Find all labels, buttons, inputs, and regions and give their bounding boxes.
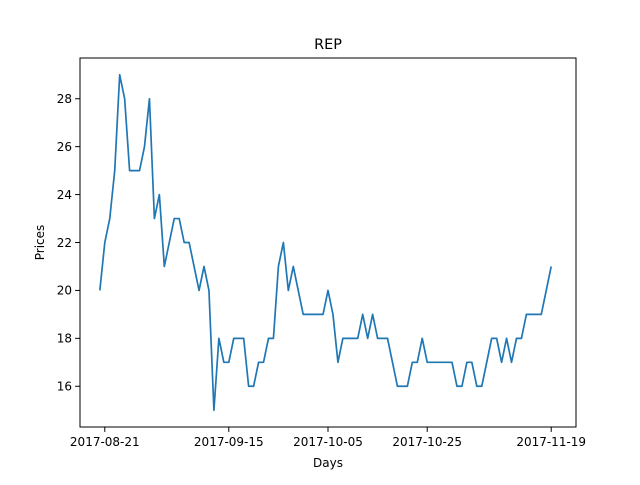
y-tick-label: 20 bbox=[57, 284, 72, 298]
chart-title: REP bbox=[314, 37, 342, 53]
x-axis-label: Days bbox=[313, 456, 343, 470]
x-tick-label: 2017-08-21 bbox=[70, 435, 140, 449]
y-axis-label: Prices bbox=[33, 225, 47, 261]
x-tick-label: 2017-11-19 bbox=[516, 435, 586, 449]
y-tick-label: 28 bbox=[57, 92, 72, 106]
y-tick-label: 24 bbox=[57, 188, 72, 202]
series-layer bbox=[98, 73, 553, 412]
series-line-0 bbox=[98, 73, 553, 412]
y-tick-label: 18 bbox=[57, 332, 72, 346]
x-tick-label: 2017-10-05 bbox=[293, 435, 363, 449]
y-axis-ticks: 16 18 20 22 24 26 28 bbox=[57, 92, 80, 394]
y-tick-label: 22 bbox=[57, 236, 72, 250]
x-tick-label: 2017-09-15 bbox=[194, 435, 264, 449]
y-tick-label: 16 bbox=[57, 380, 72, 394]
x-axis-ticks: 2017-08-21 2017-09-15 2017-10-05 2017-10-25… bbox=[70, 427, 586, 449]
x-tick-label: 2017-10-25 bbox=[392, 435, 462, 449]
y-tick-label: 26 bbox=[57, 140, 72, 154]
